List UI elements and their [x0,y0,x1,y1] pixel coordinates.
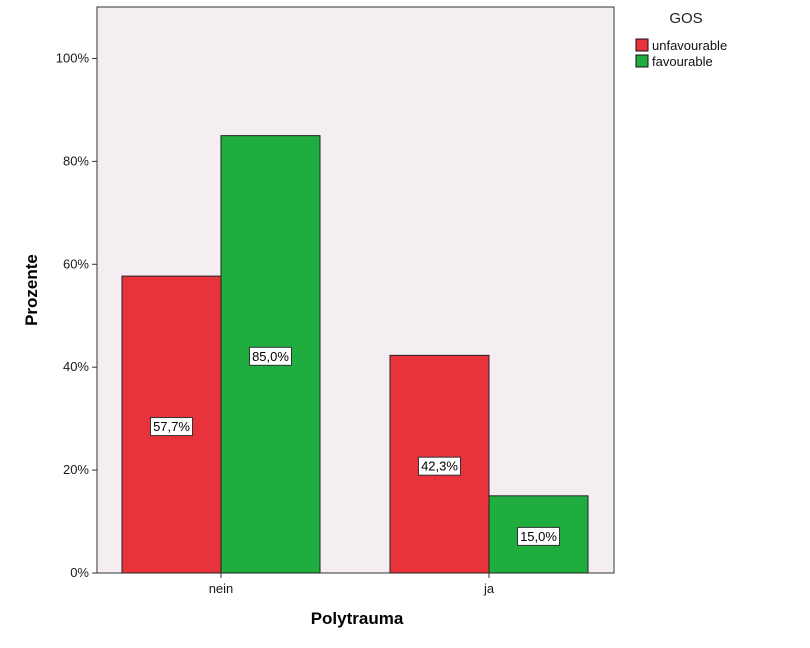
x-axis-title: Polytrauma [311,609,404,628]
y-tick-label: 80% [63,153,89,168]
y-tick-label: 40% [63,359,89,374]
x-tick-label: ja [483,581,495,596]
y-tick-label: 60% [63,256,89,271]
data-label: 85,0% [252,349,289,364]
data-label-box [517,526,560,546]
y-tick-label: 0% [70,565,89,580]
legend-label-favourable: favourable [652,54,713,69]
data-label: 42,3% [421,459,458,474]
data-label: 15,0% [520,529,557,544]
data-label: 57,7% [153,419,190,434]
legend-title: GOS [669,10,702,27]
y-tick-label: 20% [63,462,89,477]
x-tick-label: nein [209,581,234,596]
legend-label-unfavourable: unfavourable [652,38,727,53]
y-axis: 0% 20% 40% 60% 80% 100% [56,50,97,580]
bars-group: 57,7% 85,0% 42,3% 15,0% [121,135,589,574]
data-label-box [150,417,193,437]
y-tick-label: 100% [56,50,90,65]
legend: GOS unfavourable favourable [635,10,727,69]
data-label-box [418,456,461,476]
legend-swatch-favourable [635,54,649,68]
data-label-box [249,346,292,366]
x-axis: nein ja [209,573,495,596]
y-axis-title: Prozente [22,254,41,326]
legend-swatch-unfavourable [635,38,649,52]
